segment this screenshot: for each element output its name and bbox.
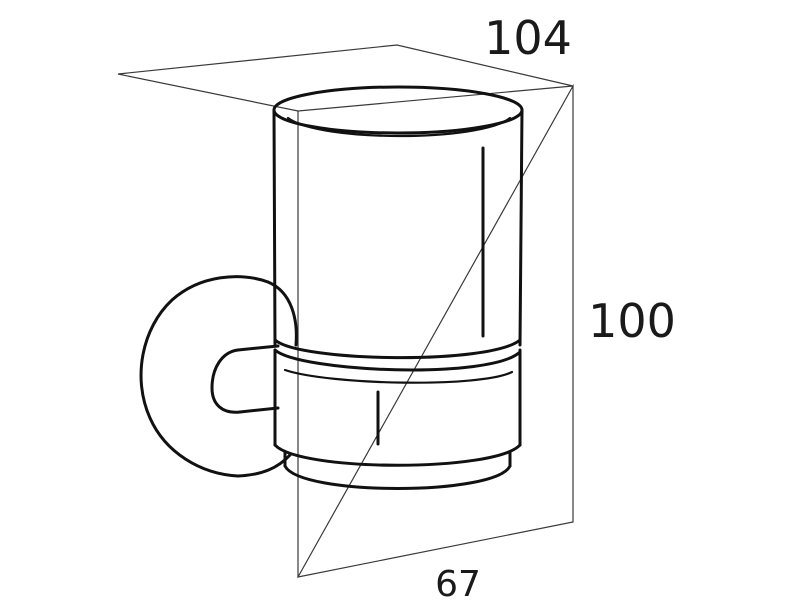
dimension-depth-label: 67 — [435, 564, 481, 600]
holder-band — [273, 348, 522, 467]
dimension-height-label: 100 — [588, 294, 676, 348]
mounting-arm — [210, 344, 280, 414]
tumbler-base — [283, 450, 512, 490]
dimension-box-right-face — [296, 83, 574, 578]
wall-rosette — [139, 275, 298, 478]
dimension-box — [117, 44, 574, 578]
glass-tumbler — [272, 85, 524, 360]
dimension-width-label: 104 — [484, 11, 572, 65]
